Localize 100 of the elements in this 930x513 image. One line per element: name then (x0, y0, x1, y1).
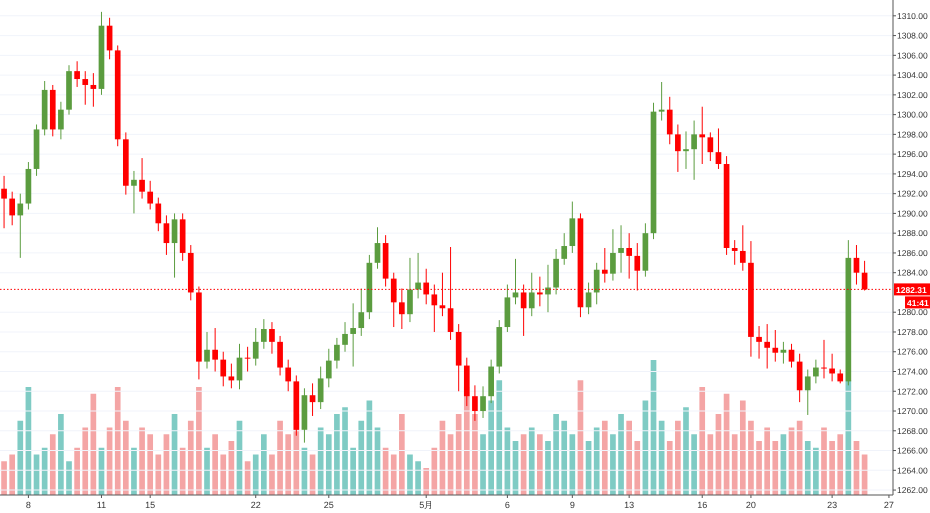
candlestick (147, 180, 154, 210)
bar (1, 461, 7, 495)
candlestick (9, 191, 16, 226)
bar (114, 387, 121, 495)
bar (780, 434, 786, 495)
bar (528, 428, 535, 495)
y-tick-label: 1264.00 (897, 465, 928, 476)
candlestick (675, 124, 681, 172)
x-tick-label: 9 (570, 500, 575, 510)
bar (358, 420, 364, 495)
x-tick-label: 22 (250, 500, 261, 510)
candlestick (610, 228, 616, 282)
candlestick (658, 82, 664, 122)
bar (326, 434, 332, 495)
candlestick (788, 343, 794, 368)
bar (708, 434, 714, 495)
candlestick (374, 226, 380, 270)
bar (504, 428, 510, 495)
y-tick-label: 1304.00 (897, 70, 928, 80)
candlestick (691, 120, 697, 180)
candlestick (732, 240, 738, 266)
bar (545, 441, 551, 495)
x-tick-label: 6 (504, 500, 510, 510)
candlestick (594, 262, 600, 305)
bar (139, 428, 145, 495)
text: 41:41 (907, 298, 930, 308)
bar (407, 454, 413, 495)
candlestick (740, 224, 746, 272)
bar (724, 394, 730, 495)
candlestick (326, 348, 332, 388)
y-tick-label: 1300.00 (897, 110, 928, 120)
bar (342, 407, 348, 495)
bar (228, 441, 234, 495)
bar (399, 414, 405, 495)
bar (699, 387, 706, 495)
bar (82, 428, 88, 495)
candlestick (310, 382, 316, 416)
bar (602, 420, 608, 495)
candlestick (512, 258, 518, 305)
candlestick (82, 70, 88, 106)
bar (472, 414, 478, 495)
bar (512, 441, 518, 495)
bar (9, 454, 16, 495)
candlestick (683, 130, 689, 170)
candlestick (854, 244, 860, 286)
bar (147, 434, 154, 495)
x-tick-label: 8 (26, 500, 31, 510)
candlestick (220, 351, 226, 387)
x-tick-label: 23 (827, 500, 838, 510)
candlestick (756, 326, 762, 360)
candlestick (480, 386, 486, 418)
bar (456, 414, 462, 495)
bar (683, 407, 689, 495)
y-tick-label: 1274.00 (897, 366, 928, 376)
bar (837, 434, 844, 495)
candlestick (58, 101, 64, 140)
candlestick (358, 288, 364, 336)
y-tick-label: 1298.00 (897, 129, 928, 140)
bar (172, 414, 178, 495)
x-tick-label: 25 (324, 500, 334, 510)
bar (716, 414, 722, 495)
x-tick-label: 5月 (419, 500, 434, 510)
candlestick (244, 346, 250, 372)
bar (691, 434, 697, 495)
bar (196, 387, 202, 495)
candlestick (74, 60, 80, 88)
bar (578, 380, 584, 495)
candlestick (17, 193, 24, 258)
bar (520, 434, 526, 495)
bar (374, 428, 380, 495)
y-tick-label: 1286.00 (897, 248, 928, 258)
bar (496, 380, 502, 495)
y-tick-label: 1288.00 (897, 228, 928, 238)
bar (334, 414, 340, 495)
bar (610, 434, 616, 495)
candlestick (204, 331, 210, 370)
candlestick (164, 214, 170, 256)
y-tick-label: 1306.00 (897, 50, 928, 60)
bar (666, 441, 673, 495)
bar (212, 434, 218, 495)
candlestick (90, 72, 96, 108)
bar (569, 434, 576, 495)
candlestick (528, 272, 535, 317)
bar (658, 420, 664, 495)
candlestick (415, 252, 421, 299)
bar (90, 394, 96, 495)
bar (310, 454, 316, 495)
bar (302, 448, 308, 495)
bar (854, 441, 860, 495)
bar (390, 454, 397, 495)
bar (415, 461, 421, 495)
bar (131, 448, 137, 495)
candlestick (699, 106, 706, 165)
bar (285, 434, 292, 495)
ref-line-label: 1282.31 (896, 284, 927, 295)
y-tick-label: 1310.00 (897, 10, 928, 21)
candlestick (764, 324, 770, 370)
y-tick-label: 1284.00 (897, 268, 928, 278)
candlestick (618, 224, 624, 274)
bar (220, 454, 226, 495)
